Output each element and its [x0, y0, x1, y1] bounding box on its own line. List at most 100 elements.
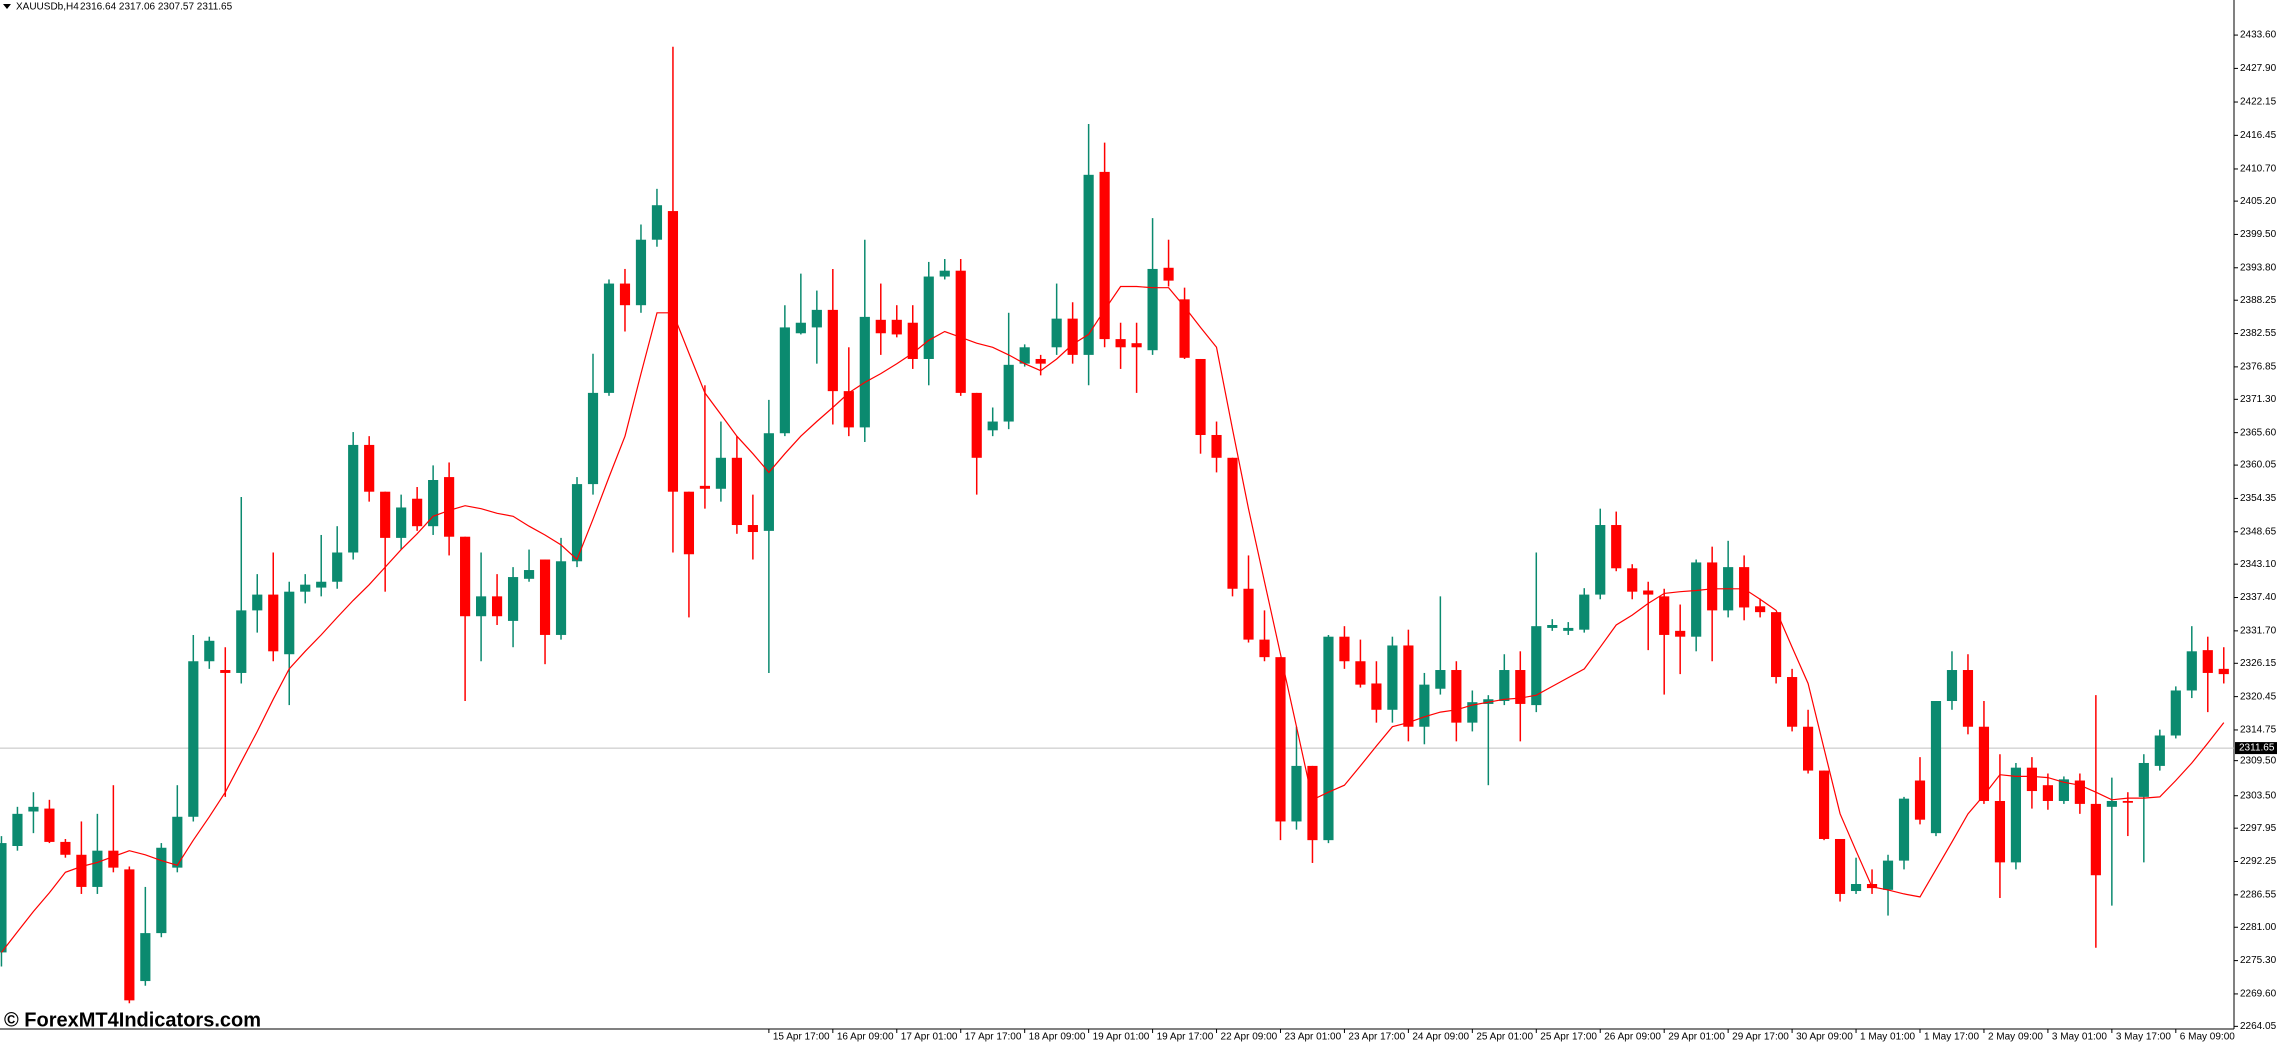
candle-body: [1802, 726, 1814, 771]
y-tick-label: 2292.25: [2240, 856, 2277, 867]
candle-body: [1914, 780, 1926, 820]
candle-body: [2074, 780, 2085, 804]
x-tick-label: 29 Apr 17:00: [1732, 1032, 1789, 1042]
candle-body: [1019, 347, 1030, 364]
candle-body: [1978, 726, 1990, 801]
ohlc-label: 2316.64 2317.06 2307.57 2311.65: [80, 2, 233, 13]
candle-body: [651, 205, 663, 240]
candle-body: [284, 591, 295, 655]
candle-body: [1818, 770, 1830, 839]
candle-body: [1099, 171, 1110, 340]
y-tick-label: 2275.30: [2240, 955, 2277, 966]
y-tick-label: 2399.50: [2240, 229, 2277, 240]
candle-body: [2122, 800, 2133, 803]
candle-body: [1035, 358, 1046, 364]
candle-body: [108, 850, 119, 868]
candle-body: [667, 211, 679, 492]
candle-body: [1115, 339, 1126, 348]
candle-body: [1994, 800, 2006, 863]
y-tick-label: 2320.45: [2240, 691, 2277, 702]
x-tick-label: 25 Apr 01:00: [1476, 1032, 1533, 1042]
y-tick-label: 2433.60: [2240, 30, 2277, 41]
candle-body: [1627, 568, 1638, 592]
candle-body: [1003, 364, 1014, 422]
y-tick-label: 2303.50: [2240, 790, 2277, 801]
candle-body: [875, 319, 886, 334]
candle-body: [1659, 596, 1670, 635]
candle-body: [859, 316, 870, 428]
candle-body: [1850, 884, 1862, 892]
candle-body: [1179, 299, 1190, 358]
candle-body: [380, 491, 391, 538]
candle-body: [156, 847, 167, 934]
candle-body: [460, 536, 471, 617]
x-tick-label: 1 May 01:00: [1860, 1032, 1915, 1042]
candle-body: [1531, 626, 1542, 706]
price-label-box: [2235, 742, 2277, 755]
candle-body: [1163, 267, 1174, 281]
x-tick-label: 29 Apr 01:00: [1668, 1032, 1725, 1042]
candle-body: [2202, 650, 2213, 673]
candle-body: [1755, 606, 1766, 613]
watermark: © ForexMT4Indicators.com: [4, 1009, 261, 1031]
candle-body: [44, 808, 55, 842]
menu-triangle[interactable]: [3, 4, 11, 9]
candle-body: [507, 577, 519, 621]
x-tick-label: 19 Apr 17:00: [1157, 1032, 1214, 1042]
candle-body: [1930, 701, 1942, 834]
candle-body: [428, 480, 439, 527]
candle-body: [1051, 318, 1062, 348]
candle-body: [619, 283, 631, 306]
candle-body: [635, 239, 647, 306]
y-tick-label: 2393.80: [2240, 262, 2277, 273]
y-tick-label: 2410.70: [2240, 164, 2277, 175]
candle-body: [2138, 762, 2149, 797]
candle-body: [1834, 838, 1846, 894]
candle-body: [779, 327, 790, 434]
candle-body: [827, 309, 838, 392]
candle-body: [364, 444, 375, 492]
x-tick-label: 2 May 09:00: [1988, 1032, 2043, 1042]
candle-body: [220, 670, 231, 673]
candle-body: [523, 570, 535, 579]
x-tick-label: 30 Apr 09:00: [1796, 1032, 1853, 1042]
candle-body: [1131, 343, 1142, 348]
candle-body: [555, 561, 567, 635]
candle-body: [1403, 645, 1414, 727]
candle-body: [396, 507, 407, 538]
candle-body: [1739, 567, 1750, 608]
candle-body: [252, 594, 263, 611]
candle-body: [76, 854, 87, 887]
candle-body: [2026, 767, 2038, 792]
y-tick-label: 2331.70: [2240, 625, 2277, 636]
candle-body: [1275, 657, 1286, 822]
candle-body: [316, 581, 327, 588]
candle-body: [12, 813, 23, 847]
candle-body: [1962, 670, 1974, 727]
candle-body: [1499, 670, 1510, 702]
y-tick-label: 2343.10: [2240, 559, 2277, 570]
candle-body: [204, 640, 215, 662]
candle-body: [699, 485, 711, 489]
candle-body: [1211, 434, 1222, 458]
candle-body: [1355, 661, 1366, 685]
candle-body: [603, 283, 615, 393]
candle-body: [907, 322, 918, 359]
y-tick-label: 2365.60: [2240, 427, 2277, 438]
y-tick-label: 2405.20: [2240, 196, 2277, 207]
y-tick-label: 2416.45: [2240, 130, 2277, 141]
candle-body: [683, 491, 695, 555]
candle-body: [1435, 670, 1446, 689]
y-tick-label: 2388.25: [2240, 295, 2277, 306]
candle-body: [188, 661, 199, 817]
y-tick-label: 2326.15: [2240, 658, 2277, 669]
candle-body: [1675, 630, 1686, 637]
candle-body: [2186, 651, 2197, 691]
candle-body: [476, 596, 487, 617]
candle-body: [1946, 670, 1958, 702]
x-tick-label: 17 Apr 17:00: [965, 1032, 1022, 1042]
candle-body: [348, 444, 359, 553]
